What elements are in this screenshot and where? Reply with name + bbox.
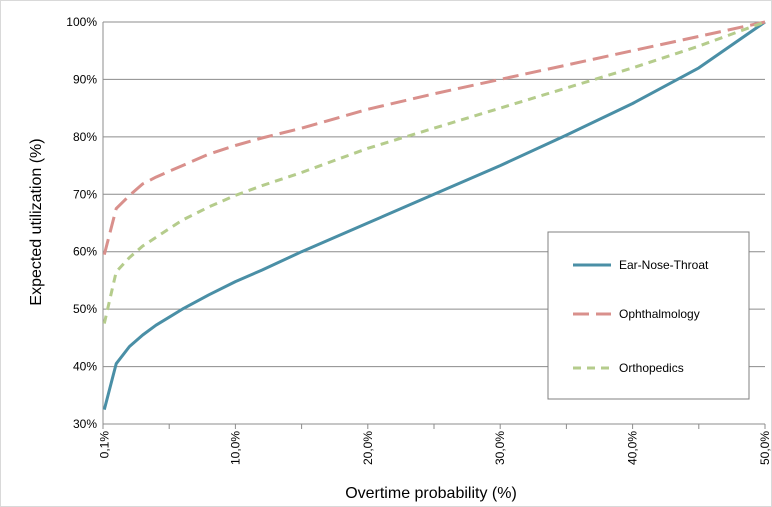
series-line-orthopedics	[102, 20, 766, 324]
legend-label: Ear-Nose-Throat	[619, 258, 709, 272]
y-tick-label: 70%	[73, 187, 97, 201]
y-tick-label: 60%	[73, 245, 97, 259]
x-tick-label: 0,1%	[97, 431, 111, 459]
x-tick-label: 40,0%	[626, 431, 640, 465]
y-tick-label: 30%	[73, 417, 97, 431]
x-tick-label: 50,0%	[758, 431, 772, 465]
series-lines	[102, 20, 766, 410]
y-tick-label: 100%	[66, 15, 97, 29]
legend-label: Ophthalmology	[619, 307, 700, 321]
x-tick-label: 30,0%	[493, 431, 507, 465]
x-tick-label: 20,0%	[361, 431, 375, 465]
series-line-ear-nose-throat	[102, 20, 766, 410]
x-axis-title: Overtime probability (%)	[345, 485, 517, 502]
y-tick-label: 90%	[73, 72, 97, 86]
x-tick-label: 10,0%	[228, 431, 242, 465]
series-line-ophthalmology	[102, 20, 766, 255]
y-tick-label: 50%	[73, 302, 97, 316]
y-tick-label: 80%	[73, 130, 97, 144]
legend: Ear-Nose-Throat Ophthalmology Orthopedics	[547, 231, 750, 400]
y-tick-label: 40%	[73, 360, 97, 374]
y-axis-title: Expected utilization (%)	[28, 138, 45, 305]
legend-label: Orthopedics	[619, 361, 684, 375]
axes: 30% 40% 50% 60% 70% 80% 90% 100% 0,1% 10,0% 20,0% 3…	[66, 15, 772, 465]
